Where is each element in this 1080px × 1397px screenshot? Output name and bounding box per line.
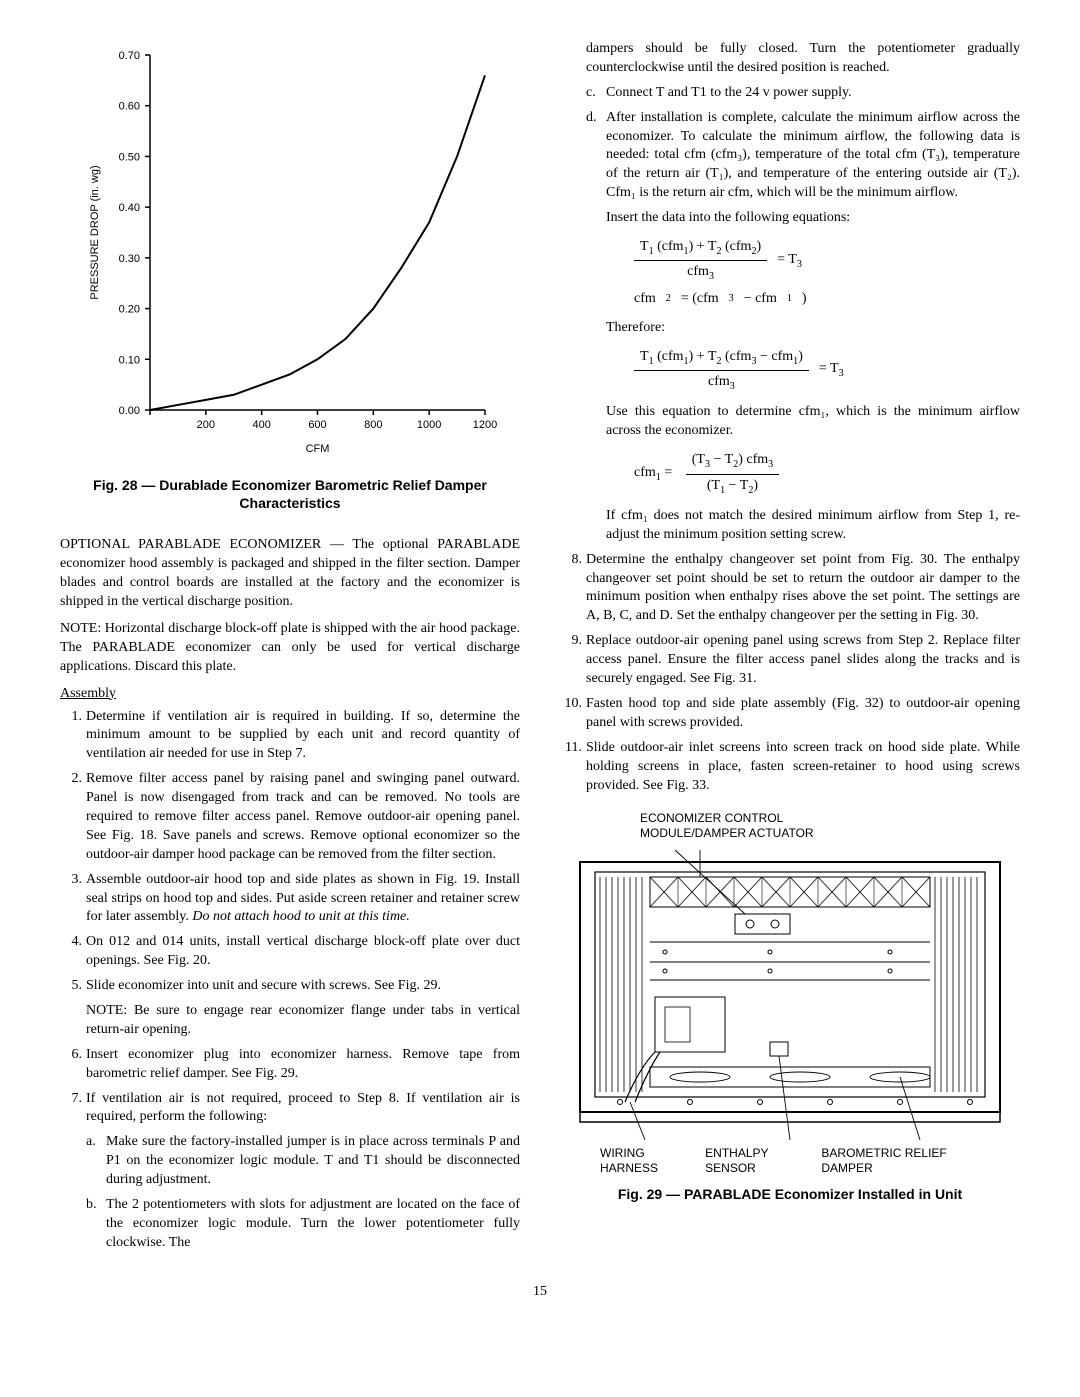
insert-data-text: Insert the data into the following equat… (606, 209, 1020, 228)
svg-text:0.60: 0.60 (119, 101, 140, 113)
svg-text:CFM: CFM (306, 443, 330, 455)
optional-parablade-intro: OPTIONAL PARABLADE ECONOMIZER — The opti… (60, 536, 520, 612)
fig29-caption: Fig. 29 — PARABLADE Economizer Installed… (560, 1185, 1020, 1203)
step-1: 1.Determine if ventilation air is requir… (60, 708, 520, 765)
step-5-note: NOTE: Be sure to engage rear economizer … (86, 1002, 520, 1040)
diagram-label-barometric: BAROMETRIC RELIEF DAMPER (821, 1146, 1000, 1175)
pressure-drop-chart: 0.00 0.10 0.20 0.30 0.40 0.50 0.60 0.70 200 400 60… (80, 40, 500, 470)
step-7a: a.Make sure the factory-installed jumper… (86, 1133, 520, 1190)
step-11: 11.Slide outdoor-air inlet screens into … (560, 739, 1020, 796)
step-8: 8.Determine the enthalpy changeover set … (560, 551, 1020, 627)
step-7: 7.If ventilation air is not required, pr… (60, 1090, 520, 1253)
svg-text:0.40: 0.40 (119, 202, 140, 214)
diagram-label-top-1: ECONOMIZER CONTROL (640, 811, 783, 825)
equation-2: T1 (cfm1) + T2 (cfm3 − cfm1) cfm3 = T3 (634, 348, 1020, 394)
svg-text:400: 400 (252, 419, 270, 431)
if-cfm-text: If cfm₁ does not match the desired minim… (606, 507, 1020, 545)
diagram-label-top-2: MODULE/DAMPER ACTUATOR (640, 826, 814, 840)
equation-3: cfm1 = (T3 − T2) cfm3 (T1 − T2) (634, 451, 1020, 497)
horizontal-discharge-note: NOTE: Horizontal discharge block-off pla… (60, 620, 520, 677)
step-7b: b.The 2 potentiometers with slots for ad… (86, 1196, 520, 1253)
page-number: 15 (60, 1283, 1020, 1302)
fig28-caption: Fig. 28 — Durablade Economizer Barometri… (60, 476, 520, 512)
assembly-steps-continued: dampers should be fully closed. Turn the… (560, 40, 1020, 795)
svg-text:0.30: 0.30 (119, 253, 140, 265)
assembly-steps: 1.Determine if ventilation air is requir… (60, 708, 520, 1253)
equation-1: T1 (cfm1) + T2 (cfm2) cfm3 = T3 cfm2 = (… (634, 238, 1020, 309)
use-equation-text: Use this equation to determine cfm₁, whi… (606, 403, 1020, 441)
step-7b-continued: dampers should be fully closed. Turn the… (586, 40, 1020, 78)
step-4: 4.On 012 and 014 units, install vertical… (60, 933, 520, 971)
diagram-label-wiring: WIRING HARNESS (600, 1146, 705, 1175)
svg-text:0.70: 0.70 (119, 50, 140, 62)
step-5: 5.Slide economizer into unit and secure … (60, 977, 520, 1040)
svg-text:1200: 1200 (473, 419, 497, 431)
svg-text:0.10: 0.10 (119, 354, 140, 366)
step-2: 2.Remove filter access panel by raising … (60, 770, 520, 864)
step-7c: c.Connect T and T1 to the 24 v power sup… (586, 84, 1020, 103)
svg-text:1000: 1000 (417, 419, 441, 431)
svg-text:0.50: 0.50 (119, 151, 140, 163)
svg-text:600: 600 (308, 419, 326, 431)
step-7d: d.After installation is complete, calcul… (586, 109, 1020, 545)
svg-text:200: 200 (197, 419, 215, 431)
step-6: 6.Insert economizer plug into economizer… (60, 1046, 520, 1084)
diagram-label-enthalpy: ENTHALPY SENSOR (705, 1146, 821, 1175)
svg-text:PRESSURE DROP (in. wg): PRESSURE DROP (in. wg) (89, 165, 101, 299)
step-3: 3.Assemble outdoor-air hood top and side… (60, 871, 520, 928)
svg-text:800: 800 (364, 419, 382, 431)
economizer-diagram: ECONOMIZER CONTROL MODULE/DAMPER ACTUATO… (560, 811, 1020, 1175)
therefore-text: Therefore: (606, 319, 1020, 338)
assembly-heading: Assembly (60, 685, 520, 704)
step-10: 10.Fasten hood top and side plate assemb… (560, 695, 1020, 733)
svg-text:0.00: 0.00 (119, 405, 140, 417)
step-9: 9.Replace outdoor-air opening panel usin… (560, 632, 1020, 689)
svg-text:0.20: 0.20 (119, 304, 140, 316)
